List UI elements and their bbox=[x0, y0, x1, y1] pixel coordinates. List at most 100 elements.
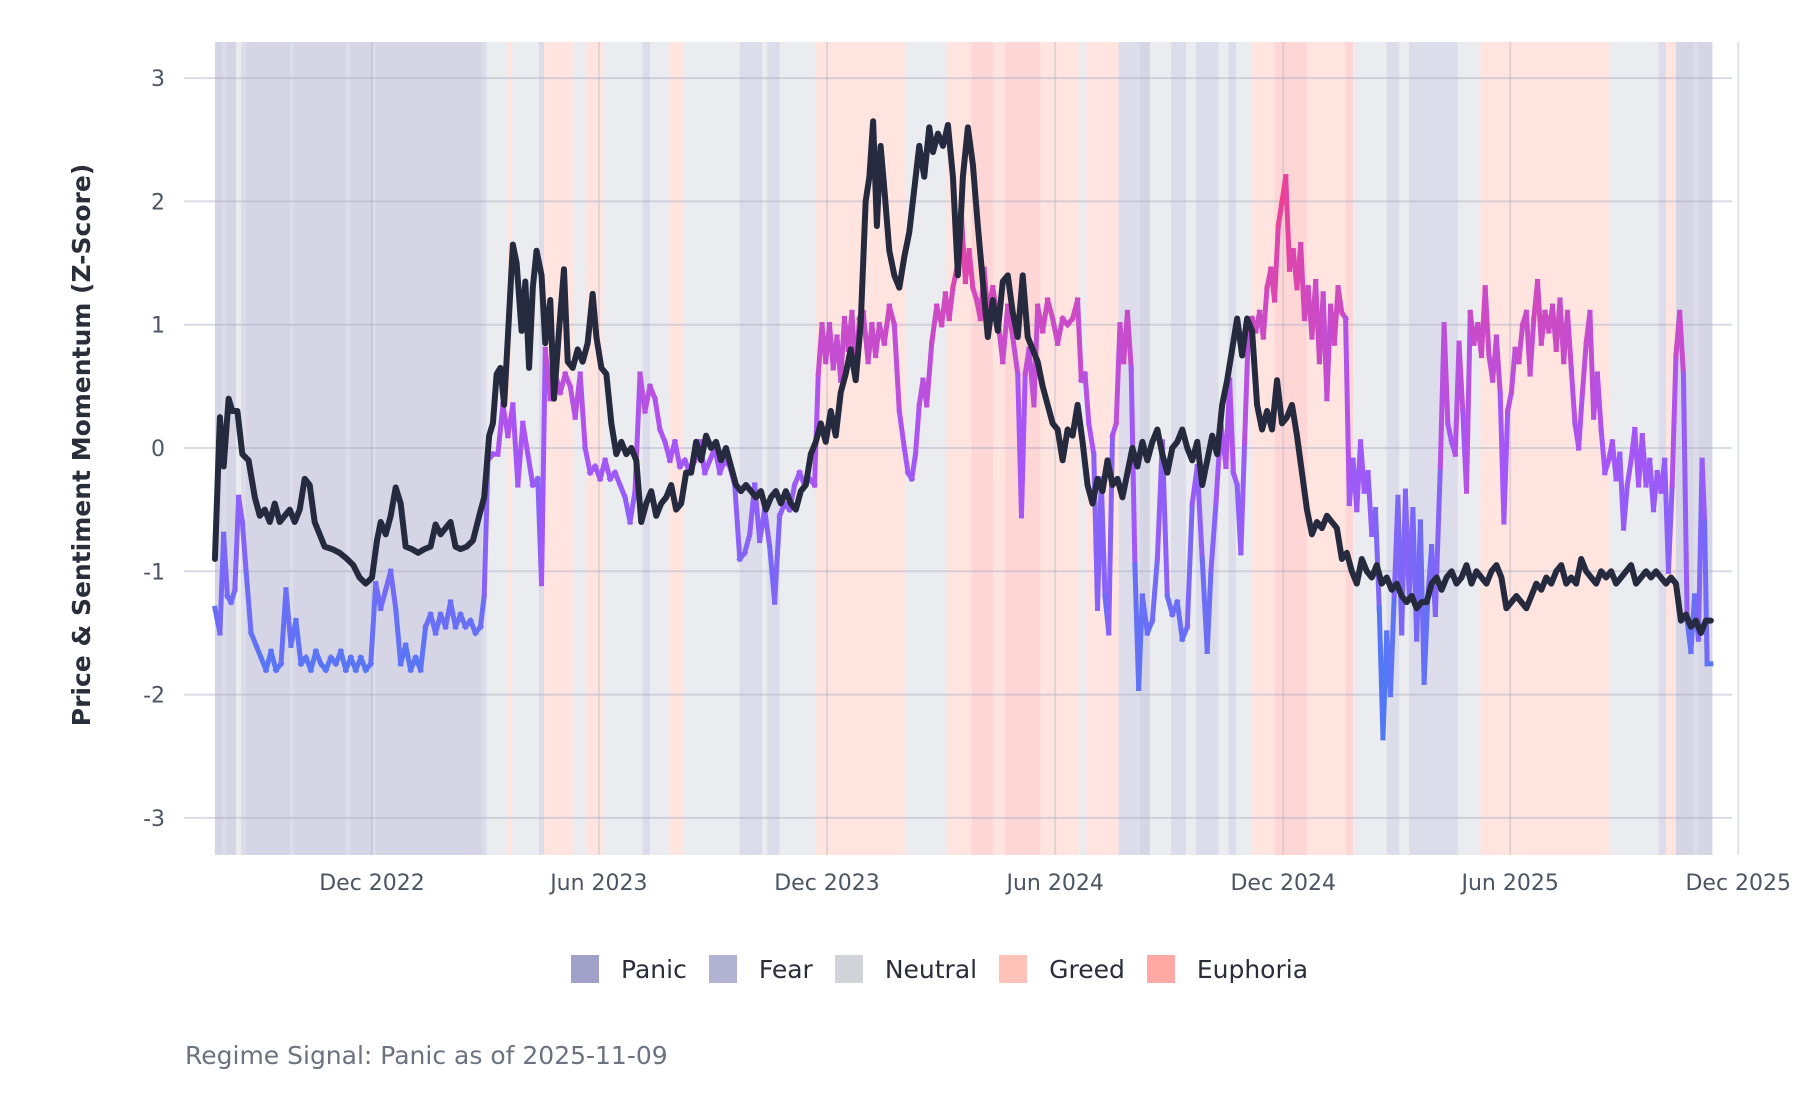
sentiment-segment bbox=[1387, 593, 1397, 698]
regime-band-greed bbox=[544, 42, 575, 855]
regime-band-greed bbox=[507, 42, 512, 855]
sentiment-segment bbox=[1441, 322, 1451, 426]
sentiment-segment bbox=[1493, 334, 1503, 396]
sentiment-segment bbox=[732, 482, 743, 562]
regime-band-neutral bbox=[1186, 42, 1197, 855]
sentiment-segment bbox=[1009, 334, 1021, 377]
sentiment-segment bbox=[1054, 315, 1066, 347]
x-tick-label: Dec 2024 bbox=[1230, 871, 1336, 896]
regime-band-panic bbox=[246, 42, 291, 855]
sentiment-segment bbox=[1576, 389, 1586, 451]
sentiment-segment bbox=[1421, 593, 1431, 685]
regime-band-panic bbox=[226, 42, 237, 855]
sentiment-segment bbox=[1283, 174, 1293, 272]
y-tick-label: 1 bbox=[151, 314, 165, 339]
regime-band-greed bbox=[1252, 42, 1275, 855]
sentiment-segment bbox=[1139, 593, 1151, 636]
sentiment-segment bbox=[477, 593, 487, 630]
sentiment-segment bbox=[1680, 371, 1690, 624]
sentiment-segment bbox=[1149, 556, 1161, 624]
sentiment-segment bbox=[966, 247, 976, 291]
sentiment-segment bbox=[896, 408, 908, 451]
sentiment-segment bbox=[582, 445, 594, 476]
sentiment-segment bbox=[293, 617, 304, 667]
sentiment-segment bbox=[1271, 223, 1281, 303]
regime-band-fear bbox=[1171, 42, 1187, 855]
regime-band-fear bbox=[289, 42, 294, 855]
sentiment-segment bbox=[1516, 321, 1526, 365]
regime-band-neutral bbox=[649, 42, 671, 855]
sentiment-segment bbox=[1444, 420, 1455, 445]
regime-band-panic bbox=[375, 42, 482, 855]
legend: Panic Fear Neutral Greed Euphoria bbox=[571, 954, 1330, 984]
sentiment-segment bbox=[1335, 284, 1345, 316]
regime-band-greed bbox=[1533, 42, 1557, 855]
sentiment-segment bbox=[243, 568, 254, 636]
sentiment-segment bbox=[886, 303, 898, 328]
legend-label-fear: Fear bbox=[758, 954, 813, 984]
x-tick-label: Dec 2023 bbox=[774, 871, 880, 896]
sentiment-segment bbox=[891, 322, 902, 414]
regime-band-fear bbox=[372, 42, 377, 855]
sentiment-segment bbox=[1227, 377, 1236, 476]
x-tick-label: Jun 2023 bbox=[548, 871, 647, 896]
x-tick-label: Jun 2025 bbox=[1459, 871, 1558, 896]
regime-band-fear bbox=[642, 42, 651, 855]
x-tick-label: Dec 2025 bbox=[1685, 871, 1791, 896]
y-tick-label: -2 bbox=[143, 684, 165, 709]
sentiment-segment bbox=[417, 624, 429, 673]
price-momentum-line bbox=[211, 118, 1714, 636]
sentiment-segment bbox=[1699, 457, 1708, 525]
x-tick-label: Jun 2024 bbox=[1004, 871, 1103, 896]
regime-band-fear bbox=[1658, 42, 1667, 855]
legend-label-greed: Greed bbox=[1049, 954, 1125, 984]
sentiment-segment bbox=[627, 488, 638, 525]
sentiment-segment bbox=[1242, 328, 1251, 445]
legend-label-neutral: Neutral bbox=[884, 954, 978, 984]
sentiment-segment bbox=[1501, 408, 1511, 525]
sentiment-segment bbox=[1579, 340, 1589, 396]
sentiment-segment bbox=[1194, 463, 1205, 562]
regime-band-neutral bbox=[762, 42, 768, 855]
x-axis: Dec 2022 Jun 2023 Dec 2023 Jun 2024 Dec 2024… bbox=[319, 871, 1791, 896]
sentiment-segment bbox=[1174, 599, 1186, 642]
regime-band-panic bbox=[293, 42, 347, 855]
sentiment-segment bbox=[1004, 303, 1016, 340]
sentiment-segment bbox=[946, 284, 956, 322]
legend-swatch-fear bbox=[708, 955, 737, 983]
sentiment-segment bbox=[1074, 297, 1084, 383]
sentiment-segment bbox=[1128, 365, 1138, 568]
y-tick-label: 3 bbox=[151, 67, 165, 92]
sentiment-segment bbox=[1208, 500, 1219, 574]
sentiment-segment bbox=[232, 494, 242, 593]
sentiment-segment bbox=[1238, 439, 1248, 556]
sentiment-segment bbox=[1482, 285, 1492, 359]
sentiment-segment bbox=[761, 506, 773, 550]
sentiment-segment bbox=[1568, 365, 1578, 427]
y-axis: 3 2 1 0 -1 -2 -3 bbox=[143, 67, 165, 832]
regime-band-panic bbox=[350, 42, 373, 855]
sentiment-segment bbox=[1702, 519, 1710, 667]
sentiment-segment bbox=[924, 340, 935, 408]
legend-item-fear: Fear bbox=[708, 954, 835, 984]
sentiment-segment bbox=[1456, 340, 1466, 414]
y-axis-title: Price & Sentiment Momentum (Z-Score) bbox=[67, 164, 96, 727]
sentiment-segment bbox=[1343, 315, 1352, 507]
sentiment-segment bbox=[1018, 371, 1028, 519]
sentiment-segment bbox=[1665, 482, 1675, 574]
legend-swatch-neutral bbox=[834, 955, 863, 983]
legend-swatch-euphoria bbox=[1146, 955, 1175, 983]
series-lines bbox=[211, 118, 1714, 741]
legend-item-panic: Panic bbox=[571, 955, 709, 984]
sentiment-segment bbox=[524, 451, 536, 488]
legend-item-euphoria: Euphoria bbox=[1146, 954, 1330, 984]
legend-item-neutral: Neutral bbox=[834, 954, 999, 984]
sentiment-segment bbox=[1204, 568, 1214, 655]
sentiment-segment bbox=[1275, 198, 1285, 229]
sentiment-segment bbox=[267, 648, 280, 674]
sentiment-segment bbox=[1620, 482, 1631, 531]
legend-label-euphoria: Euphoria bbox=[1196, 954, 1309, 984]
sentiment-segment bbox=[1260, 285, 1270, 340]
sentiment-segment bbox=[671, 438, 683, 470]
